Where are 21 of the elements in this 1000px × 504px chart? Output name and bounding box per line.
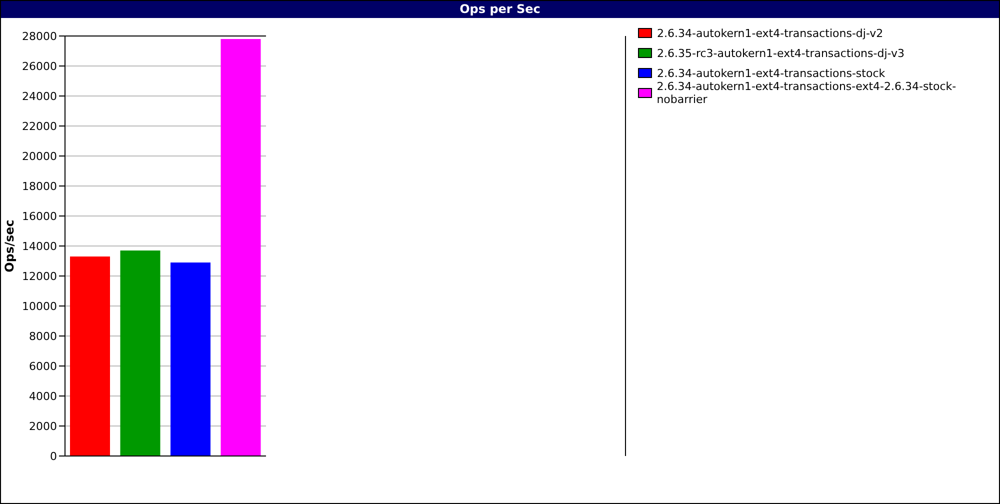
legend-label: 2.6.34-autokern1-ext4-transactions-stock [657,66,886,80]
y-tick-label: 24000 [22,90,57,103]
y-tick-label: 6000 [29,360,57,373]
legend-label: 2.6.34-autokern1-ext4-transactions-ext4-2.6.34-stock-nobarrier [656,80,958,106]
y-axis-title: Ops/sec [2,220,16,272]
y-tick-label: 2000 [29,420,57,433]
y-tick-label: 22000 [22,120,57,133]
y-tick-label: 26000 [22,60,57,73]
y-tick-label: 20000 [22,150,57,163]
y-tick-label: 28000 [22,30,57,43]
legend-label: 2.6.35-rc3-autokern1-ext4-transactions-dj-v3 [657,46,904,60]
y-tick-label: 8000 [29,330,57,343]
y-tick-label: 14000 [22,240,57,253]
y-tick-label: 10000 [22,300,57,313]
y-tick-label: 4000 [29,390,57,403]
y-tick-label: 12000 [22,270,57,283]
y-tick-label: 16000 [22,210,57,223]
text: Ops per Sec [1,1,999,18]
y-tick-label: 18000 [22,180,57,193]
y-tick-label: 0 [50,450,57,463]
legend-label: 2.6.34-autokern1-ext4-transactions-dj-v2 [657,26,884,40]
